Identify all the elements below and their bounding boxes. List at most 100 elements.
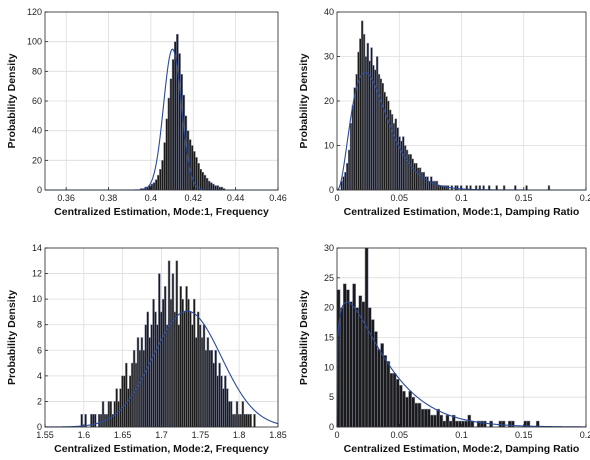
histogram-bar — [229, 401, 233, 428]
histogram-bar — [92, 413, 95, 428]
histogram-bar — [362, 34, 366, 191]
histogram-bar — [383, 91, 386, 191]
y-tick-label: 10 — [324, 362, 334, 372]
histogram-bar — [342, 176, 345, 191]
histogram-bar — [344, 171, 347, 191]
y-tick-label: 14 — [32, 243, 42, 253]
y-tick-label: 10 — [32, 294, 42, 304]
y-tick-label: 0 — [37, 185, 42, 195]
histogram-bar — [207, 180, 211, 191]
histogram-bar — [433, 180, 437, 191]
histogram-bar — [241, 401, 245, 428]
histogram-bar — [402, 390, 406, 428]
histogram-bar — [218, 362, 221, 428]
y-tick-label: 20 — [324, 96, 334, 106]
y-tick-label: 20 — [32, 155, 42, 165]
histogram-bar — [117, 401, 120, 428]
histogram-bar — [385, 96, 388, 191]
chart-panel-1: 0.36 0.38 0.4 0.42 0.44 0.46 0 20 40 60 80 100 120 Ce… — [6, 7, 287, 218]
histogram-bar — [420, 408, 425, 428]
histogram-bar — [201, 171, 205, 191]
y-tick-label: 100 — [27, 37, 42, 47]
x-tick-label: 0 — [334, 430, 339, 440]
histogram-bar — [199, 168, 202, 191]
histogram-bar — [136, 337, 140, 428]
y-tick-label: 40 — [324, 7, 334, 17]
histogram-bar — [386, 361, 391, 428]
histogram-bar — [162, 298, 165, 428]
histogram-bar — [200, 337, 204, 428]
histogram-bar — [411, 158, 414, 191]
histogram-bar — [222, 388, 225, 428]
x-tick-label: 0.36 — [57, 193, 75, 203]
histogram-bar — [177, 324, 181, 428]
x-axis-label: Centralized Estimation, Mode:1, Damping … — [344, 206, 580, 218]
histogram-bar — [159, 168, 162, 191]
histogram-bar — [152, 182, 156, 191]
histogram-bar — [187, 298, 190, 428]
y-axis-label: Probability Density — [298, 290, 310, 385]
histogram-bar — [395, 379, 400, 428]
histogram-bar — [420, 171, 424, 191]
histogram-bar — [253, 413, 256, 428]
histogram-bar — [154, 311, 157, 428]
histogram-bar — [448, 420, 453, 428]
histogram-bar — [101, 401, 105, 428]
x-tick-label: 0.44 — [227, 193, 245, 203]
histogram-bar — [498, 420, 503, 428]
histogram-bar — [205, 177, 209, 191]
y-tick-label: 120 — [27, 7, 42, 17]
chart-panel-3: 1.55 1.6 1.65 1.7 1.75 1.8 1.85 0 2 4 6 8 10 12 14 Cent… — [6, 243, 287, 455]
histogram-bar — [359, 38, 362, 191]
histogram-bar — [417, 402, 422, 428]
histogram-bar — [173, 311, 177, 428]
histogram-bar — [157, 174, 160, 191]
histogram-bar — [349, 123, 353, 191]
histogram-bar — [461, 420, 465, 428]
histogram-bar — [437, 185, 440, 191]
histogram-bar — [458, 420, 462, 428]
histogram-bar — [445, 414, 450, 428]
histogram-bar — [180, 74, 183, 191]
histogram-bar — [97, 413, 101, 428]
histogram-bar — [525, 185, 528, 191]
histogram-bar — [189, 311, 192, 428]
y-tick-label: 15 — [324, 333, 334, 343]
histogram-bar — [171, 59, 175, 191]
x-tick-label: 1.65 — [114, 430, 132, 440]
histogram-bar — [176, 34, 179, 191]
histogram-bar — [216, 375, 219, 428]
histogram-bar — [204, 350, 208, 428]
histogram-bar — [511, 420, 515, 428]
histogram-bar — [173, 41, 177, 191]
histogram-bar — [364, 56, 368, 191]
histogram-bar — [407, 154, 411, 191]
histogram-bar — [191, 324, 194, 428]
x-tick-label: 0.15 — [515, 193, 533, 203]
histogram-bar — [507, 420, 512, 428]
histogram-bar — [190, 145, 194, 191]
histogram-bar — [167, 97, 171, 191]
histogram-bar — [422, 171, 426, 191]
histogram-bar — [115, 388, 118, 428]
histogram-bar — [121, 375, 124, 428]
chart-panel-2: 0 0.05 0.1 0.15 0.2 0 10 20 30 40 Centralized Esti… — [298, 7, 590, 218]
histogram-bar — [160, 311, 163, 428]
y-tick-label: 6 — [37, 345, 42, 355]
chart-panel-4: 0 0.05 0.1 0.15 0.2 0 5 10 15 20 25 30 Centralized E… — [298, 243, 590, 455]
y-tick-label: 0 — [329, 422, 334, 432]
histogram-bar — [402, 136, 405, 191]
histogram-bar — [398, 136, 401, 191]
histogram-bar — [105, 413, 109, 428]
histogram-bar — [80, 413, 83, 428]
histogram-bar — [132, 350, 136, 428]
histogram-bar — [394, 118, 398, 191]
histogram-bar — [379, 78, 383, 191]
y-tick-label: 8 — [37, 320, 42, 330]
histogram-bar — [479, 420, 484, 428]
histogram-bar — [247, 413, 250, 428]
histogram-bar — [196, 311, 200, 428]
histogram-bar — [144, 324, 147, 428]
histogram-bar — [233, 413, 237, 428]
